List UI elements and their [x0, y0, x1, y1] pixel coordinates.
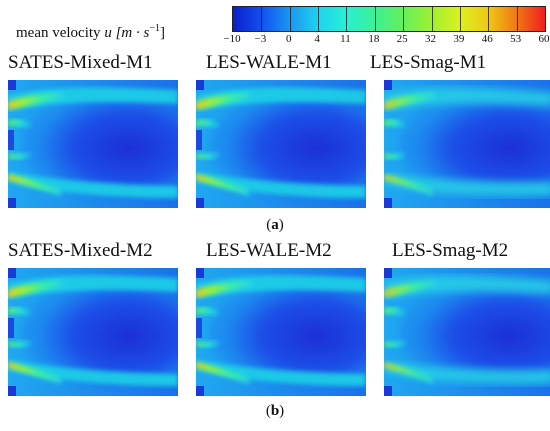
- colorbar-tick-label: −10: [223, 33, 241, 45]
- velocity-field-image: [196, 80, 366, 208]
- velocity-field-les-smag-m1: [384, 80, 550, 208]
- colorbar-tick: [289, 7, 291, 31]
- panel-title-sates-mixed-m2: SATES-Mixed-M2: [8, 240, 153, 261]
- velocity-field-image: [196, 268, 366, 396]
- caption-b: (b): [265, 403, 285, 419]
- caption-a: (a): [266, 217, 284, 233]
- velocity-field-les-wale-m2: [196, 268, 366, 396]
- colorbar-tick: [488, 7, 490, 31]
- colorbar-units: [m · s−1]: [115, 23, 165, 41]
- colorbar-tick: [459, 7, 461, 31]
- velocity-field-image: [8, 268, 178, 396]
- colorbar-tick-label: 18: [368, 33, 380, 45]
- panel-title-les-wale-m2: LES-WALE-M2: [206, 240, 332, 261]
- colorbar-tick-label: 60: [538, 33, 550, 45]
- colorbar-title: mean velocity u [m · s−1]: [16, 20, 165, 42]
- colorbar-tick: [516, 7, 518, 31]
- colorbar-tick-label: 25: [396, 33, 408, 45]
- panel-title-les-smag-m1: LES-Smag-M1: [370, 52, 487, 73]
- colorbar-tick: [431, 7, 433, 31]
- panel-title-les-smag-m2: LES-Smag-M2: [392, 240, 509, 261]
- colorbar-tick-label: 39: [453, 33, 465, 45]
- colorbar-title-text: mean velocity: [16, 25, 105, 41]
- colorbar-tick: [374, 7, 376, 31]
- panel-title-les-wale-m1: LES-WALE-M1: [206, 52, 332, 73]
- colorbar-tick-label: 46: [481, 33, 493, 45]
- colorbar-tick: [318, 7, 320, 31]
- colorbar-gradient: [232, 6, 546, 32]
- panel-title-sates-mixed-m1: SATES-Mixed-M1: [8, 52, 153, 73]
- velocity-field-sates-mixed-m2: [8, 268, 178, 396]
- colorbar-tick-label: 11: [340, 33, 351, 45]
- colorbar-tick: [346, 7, 348, 31]
- velocity-field-les-smag-m2: [384, 268, 550, 396]
- colorbar-tick: [261, 7, 263, 31]
- velocity-field-sates-mixed-m1: [8, 80, 178, 208]
- velocity-field-image: [8, 80, 178, 208]
- colorbar-tick: [403, 7, 405, 31]
- colorbar-tick-label: 0: [285, 33, 292, 45]
- velocity-field-les-wale-m1: [196, 80, 366, 208]
- colorbar-tick-label: 4: [314, 33, 320, 45]
- velocity-field-image: [384, 268, 550, 396]
- colorbar-tick-label: 53: [510, 33, 522, 45]
- colorbar-variable: u: [104, 25, 112, 41]
- colorbar-tick-label: −3: [254, 33, 267, 45]
- velocity-field-image: [384, 80, 550, 208]
- colorbar-tick-label: 32: [425, 33, 437, 45]
